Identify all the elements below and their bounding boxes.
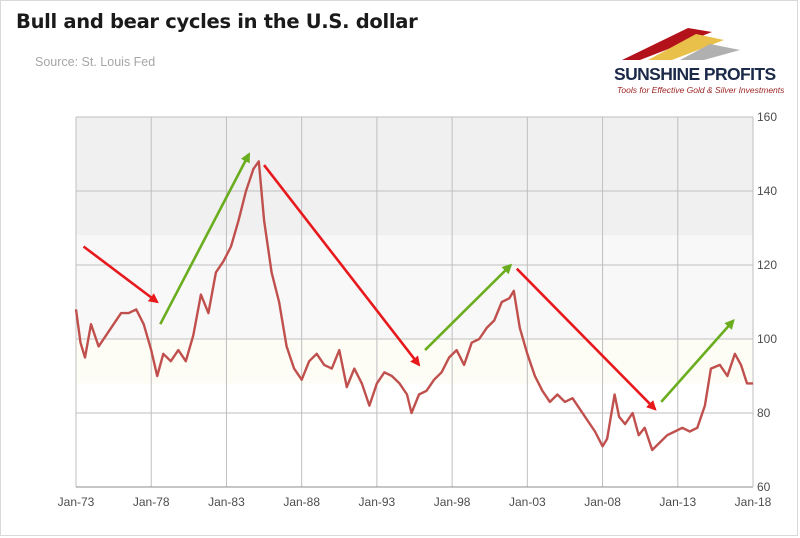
x-tick-label: Jan-78 <box>133 495 170 509</box>
chart-source: Source: St. Louis Fed <box>35 55 156 69</box>
y-tick-label: 140 <box>757 184 777 198</box>
logo-name: SUNSHINE PROFITS <box>614 64 776 84</box>
x-tick-label: Jan-93 <box>359 495 396 509</box>
x-tick-label: Jan-03 <box>509 495 546 509</box>
x-tick-label: Jan-88 <box>283 495 320 509</box>
x-tick-label: Jan-13 <box>659 495 696 509</box>
axes <box>76 117 754 488</box>
x-tick-labels: Jan-73 Jan-78 Jan-83 Jan-88 Jan-93 Jan-98 Jan-… <box>58 495 772 509</box>
series-layer <box>74 160 753 452</box>
logo-stripe-red <box>622 28 712 60</box>
logo-stripe-gold <box>648 34 724 60</box>
background-bands <box>76 117 753 384</box>
bull-trend-arrow <box>424 263 513 352</box>
x-tick-label: Jan-18 <box>735 495 772 509</box>
y-tick-labels: 60 80 100 120 140 160 <box>757 110 777 494</box>
trend-arrows <box>82 152 735 411</box>
y-tick-label: 100 <box>757 332 777 346</box>
bear-trend-arrow <box>515 267 657 411</box>
y-tick-label: 60 <box>757 480 771 494</box>
x-tick-label: Jan-73 <box>58 495 95 509</box>
band-middle <box>76 235 753 339</box>
bull-trend-arrow <box>660 319 735 403</box>
dollar-index-line <box>74 160 753 452</box>
bear-trend-arrow <box>82 245 159 304</box>
band-upper <box>76 117 753 236</box>
bear-trend-arrow <box>263 164 421 367</box>
y-tick-label: 120 <box>757 258 777 272</box>
logo-stripe-grey <box>680 44 740 60</box>
bull-trend-arrow <box>159 152 251 325</box>
logo-tagline: Tools for Effective Gold & Silver Invest… <box>617 85 785 95</box>
y-tick-label: 160 <box>757 110 777 124</box>
x-tick-label: Jan-08 <box>584 495 621 509</box>
sunshine-profits-logo-icon <box>622 28 740 60</box>
x-tick-label: Jan-98 <box>434 495 471 509</box>
x-tick-label: Jan-83 <box>208 495 245 509</box>
y-tick-label: 80 <box>757 406 771 420</box>
chart-title: Bull and bear cycles in the U.S. dollar <box>16 10 418 33</box>
